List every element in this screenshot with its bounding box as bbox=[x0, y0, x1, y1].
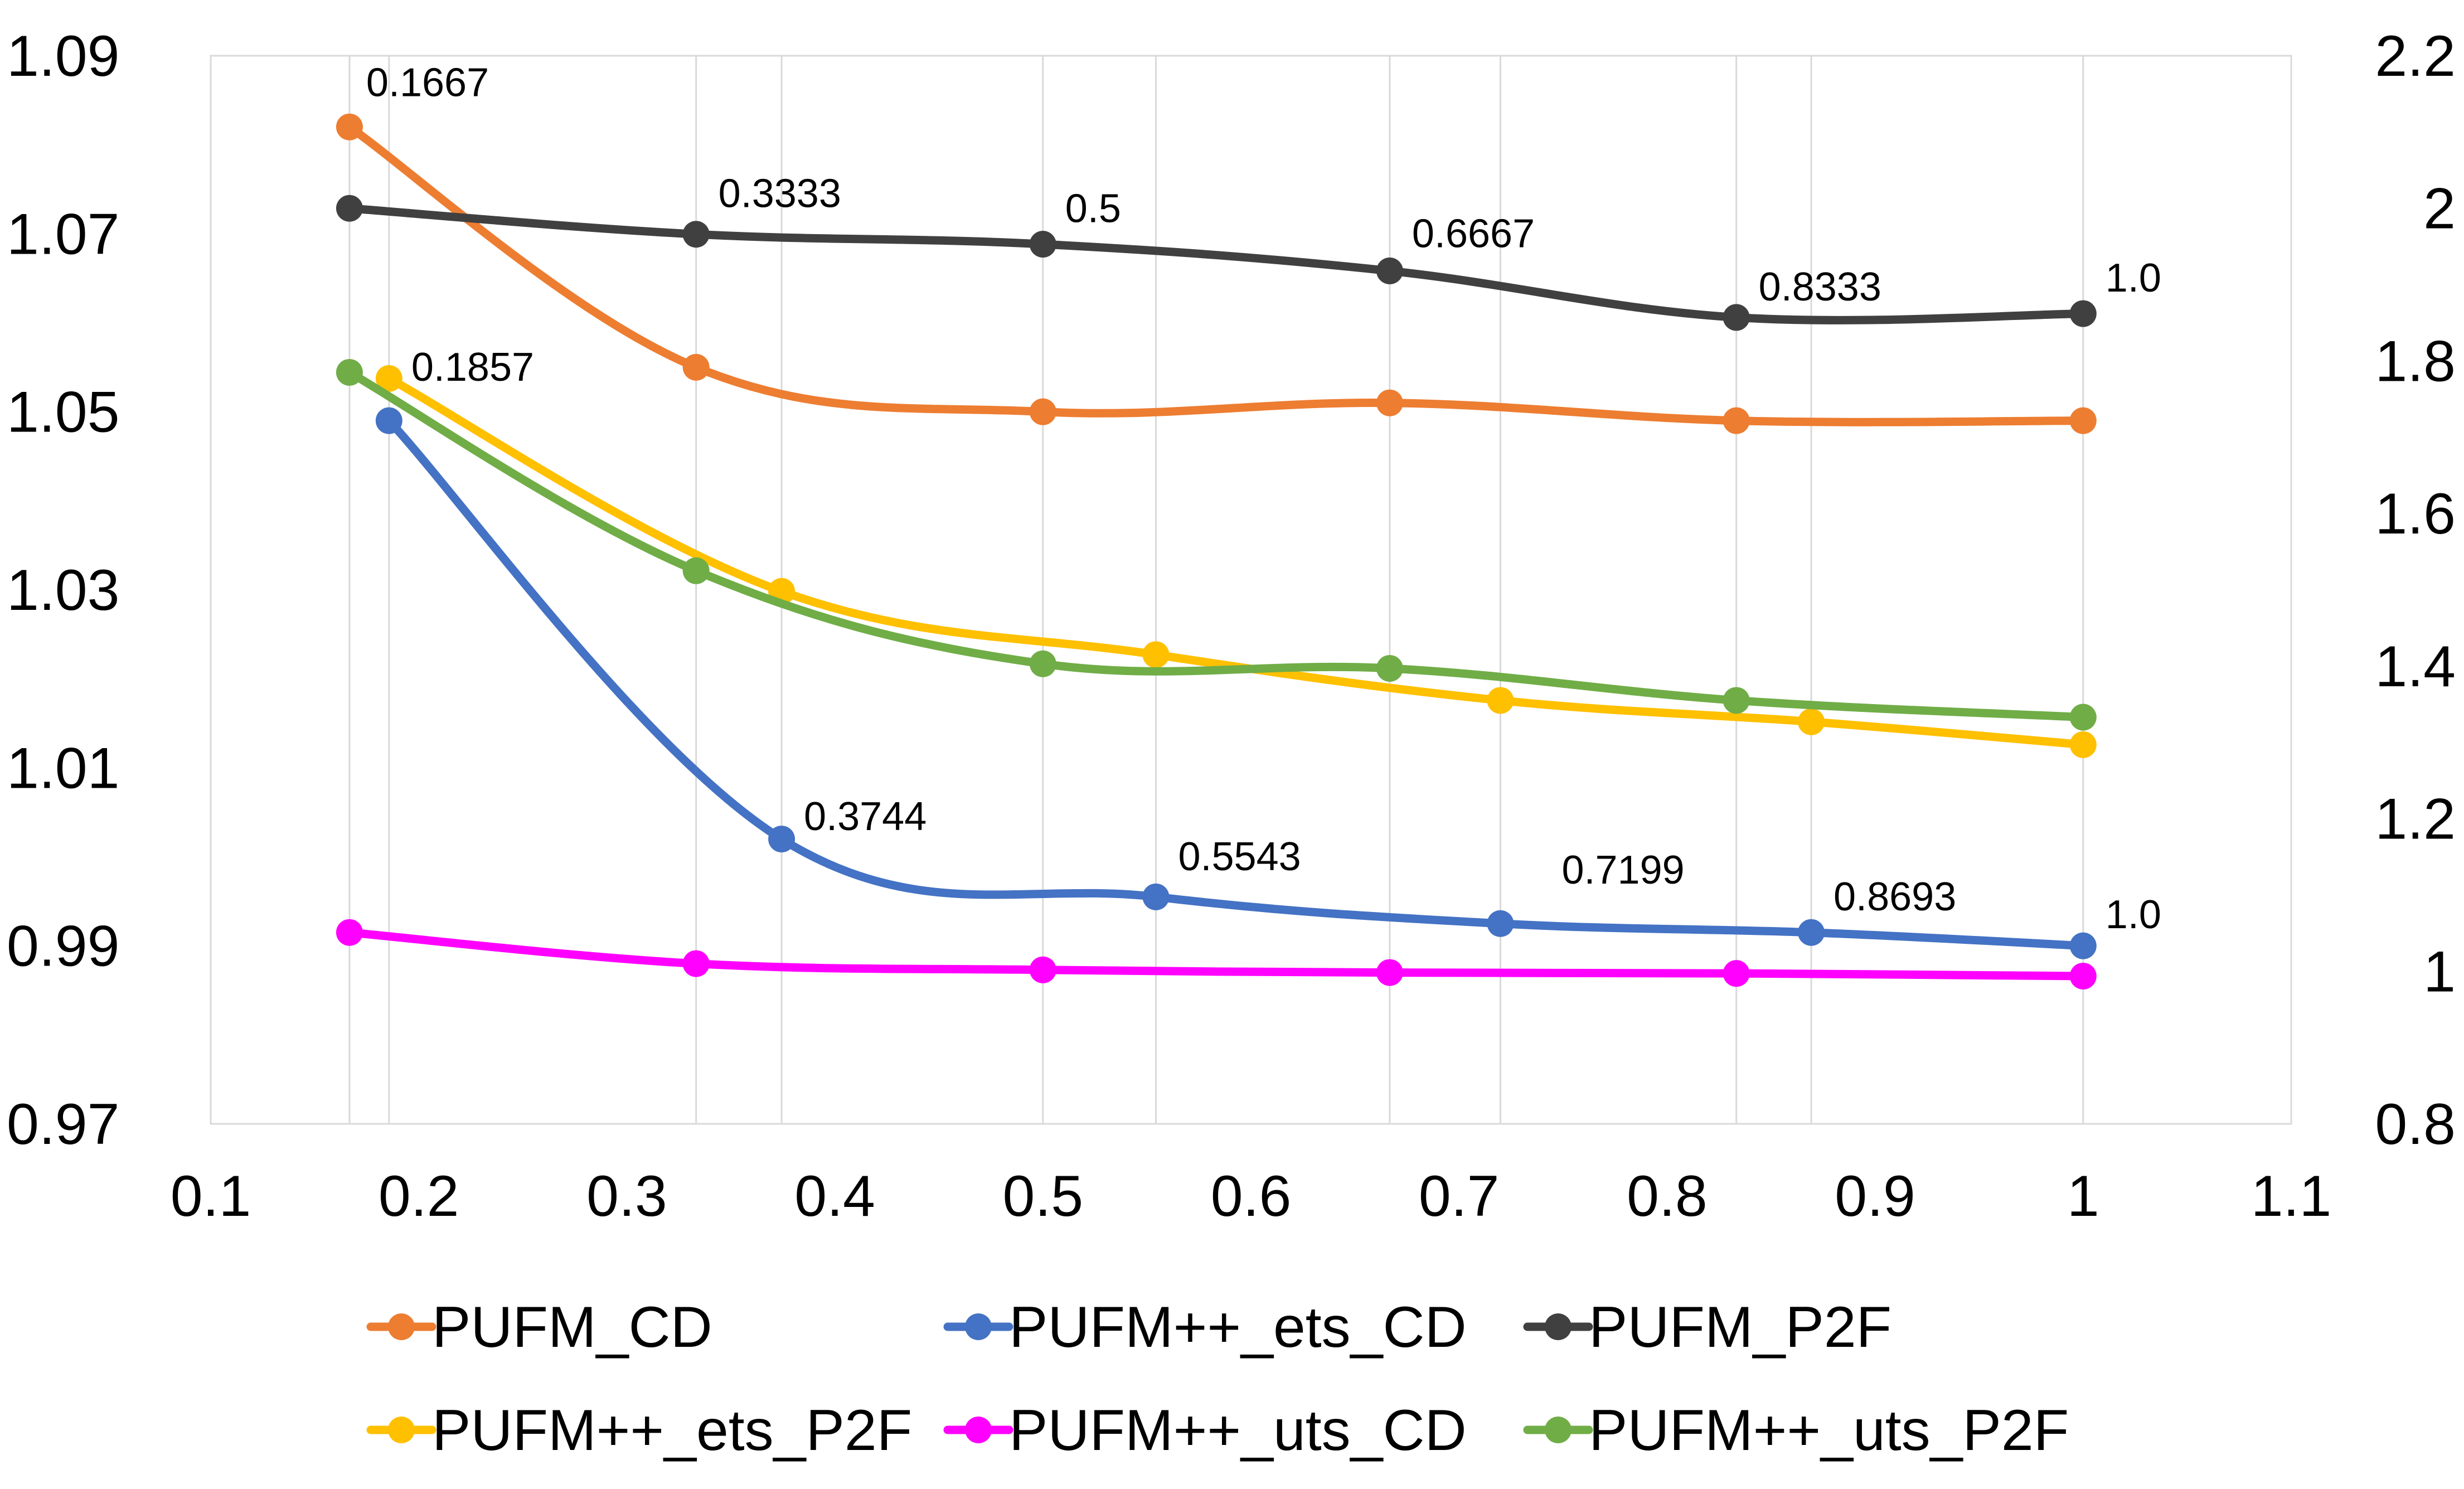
data-label: 0.1667 bbox=[366, 61, 489, 105]
series-line-pufm-cd bbox=[345, 123, 2088, 426]
data-point-pufmpp-ets-p2f bbox=[1798, 708, 1825, 735]
legend-marker-pufmpp-ets-cd bbox=[965, 1313, 992, 1340]
data-point-pufmpp-ets-cd bbox=[375, 407, 402, 434]
data-point-pufm-cd bbox=[1376, 389, 1403, 416]
legend-marker-pufmpp-ets-p2f bbox=[388, 1417, 415, 1443]
data-point-pufmpp-ets-p2f bbox=[1487, 687, 1514, 714]
data-point-pufm-p2f bbox=[2069, 300, 2097, 327]
legend-marker-pufmpp-uts-cd bbox=[965, 1417, 992, 1443]
data-label: 0.5 bbox=[1065, 187, 1121, 231]
legend-marker-pufm-cd bbox=[388, 1313, 415, 1340]
y-left-tick-label: 1.05 bbox=[7, 380, 119, 445]
y-right-tick-label: 1.8 bbox=[2375, 329, 2456, 394]
data-point-pufm-cd bbox=[336, 113, 363, 140]
data-label: 1.0 bbox=[2106, 893, 2161, 937]
x-tick-label: 1 bbox=[2067, 1164, 2099, 1229]
annotation-layer: 0.1667 0.3333 0.5 0.6667 0.8333 1.0 0.1857 0.37… bbox=[366, 61, 2161, 937]
legend-label-pufm-cd: PUFM_CD bbox=[432, 1295, 712, 1360]
data-label: 0.3333 bbox=[719, 171, 841, 216]
data-point-pufmpp-uts-cd bbox=[682, 950, 710, 977]
data-point-pufmpp-ets-cd bbox=[1487, 910, 1514, 937]
y-right-tick-label: 2.2 bbox=[2375, 24, 2456, 89]
data-point-pufmpp-ets-cd bbox=[768, 826, 796, 853]
data-point-pufmpp-uts-cd bbox=[1029, 956, 1056, 983]
x-tick-label: 0.2 bbox=[379, 1164, 459, 1229]
data-point-pufm-p2f bbox=[1723, 304, 1750, 331]
data-point-pufmpp-uts-p2f bbox=[1376, 654, 1403, 682]
grid-layer bbox=[210, 55, 2292, 1125]
data-point-pufm-p2f bbox=[682, 221, 710, 248]
data-label: 0.8693 bbox=[1834, 875, 1956, 919]
legend-label-pufmpp-uts-cd: PUFM++_uts_CD bbox=[1009, 1398, 1467, 1463]
data-point-pufmpp-ets-cd bbox=[1798, 919, 1825, 946]
series-layer bbox=[336, 113, 2097, 990]
x-tick-label: 0.1 bbox=[171, 1164, 251, 1229]
y-left-tick-label: 1.03 bbox=[7, 558, 119, 623]
data-point-pufm-cd bbox=[682, 353, 710, 381]
y-right-tick-label: 1.2 bbox=[2375, 787, 2456, 852]
series-line-pufmpp-uts-cd bbox=[345, 928, 2088, 981]
data-label: 0.1857 bbox=[411, 345, 534, 390]
data-point-pufm-cd bbox=[1029, 398, 1056, 425]
axis-layer: 0.1 0.2 0.3 0.4 0.5 0.6 0.7 0.8 0.9 1 1.1 0.97 0.99 1… bbox=[7, 24, 2456, 1229]
y-left-tick-label: 0.97 bbox=[7, 1092, 119, 1157]
data-point-pufm-p2f bbox=[1376, 257, 1403, 284]
data-point-pufmpp-uts-cd bbox=[1376, 959, 1403, 986]
legend-label-pufmpp-ets-p2f: PUFM++_ets_P2F bbox=[432, 1398, 912, 1463]
y-right-tick-label: 2 bbox=[2423, 177, 2456, 241]
y-right-tick-label: 1 bbox=[2423, 939, 2456, 1004]
data-point-pufmpp-ets-p2f bbox=[375, 365, 402, 392]
data-point-pufmpp-uts-p2f bbox=[1723, 687, 1750, 714]
data-point-pufmpp-uts-cd bbox=[1723, 960, 1750, 987]
x-tick-label: 0.6 bbox=[1211, 1164, 1292, 1229]
data-point-pufm-p2f bbox=[336, 195, 363, 222]
legend: PUFM_CD PUFM++_ets_CD PUFM_P2F PUFM++_ets_P… bbox=[366, 1295, 2069, 1463]
data-point-pufm-cd bbox=[1723, 407, 1750, 434]
data-point-pufm-p2f bbox=[1029, 231, 1056, 258]
data-label: 0.7199 bbox=[1561, 848, 1684, 893]
x-tick-label: 0.8 bbox=[1627, 1164, 1708, 1229]
data-point-pufmpp-ets-p2f bbox=[1142, 641, 1170, 668]
data-point-pufmpp-uts-cd bbox=[336, 919, 363, 946]
data-label: 1.0 bbox=[2106, 256, 2161, 300]
legend-label-pufmpp-ets-cd: PUFM++_ets_CD bbox=[1009, 1295, 1467, 1360]
x-tick-label: 0.7 bbox=[1419, 1164, 1500, 1229]
series-line-pufmpp-ets-p2f bbox=[385, 374, 2088, 749]
y-left-tick-label: 0.99 bbox=[7, 914, 119, 979]
data-point-pufmpp-ets-cd bbox=[1142, 883, 1170, 910]
y-right-tick-label: 1.6 bbox=[2375, 482, 2456, 546]
data-point-pufmpp-uts-p2f bbox=[1029, 650, 1056, 677]
x-tick-label: 0.9 bbox=[1835, 1164, 1915, 1229]
data-point-pufmpp-ets-cd bbox=[2069, 932, 2097, 959]
data-point-pufmpp-uts-p2f bbox=[682, 557, 710, 584]
y-right-tick-label: 1.4 bbox=[2375, 634, 2456, 699]
data-point-pufm-cd bbox=[2069, 407, 2097, 434]
legend-marker-pufm-p2f bbox=[1545, 1313, 1571, 1340]
legend-label-pufmpp-uts-p2f: PUFM++_uts_P2F bbox=[1589, 1398, 2069, 1463]
data-label: 0.5543 bbox=[1178, 835, 1301, 879]
y-right-tick-label: 0.8 bbox=[2375, 1092, 2456, 1157]
legend-label-pufm-p2f: PUFM_P2F bbox=[1589, 1295, 1891, 1360]
data-point-pufmpp-uts-cd bbox=[2069, 962, 2097, 990]
series-line-pufmpp-uts-p2f bbox=[345, 368, 2088, 722]
series-line-pufm-p2f bbox=[345, 204, 2088, 324]
y-left-tick-label: 1.07 bbox=[7, 202, 119, 266]
x-tick-label: 0.5 bbox=[1003, 1164, 1084, 1229]
legend-marker-pufmpp-uts-p2f bbox=[1545, 1417, 1571, 1443]
data-label: 0.3744 bbox=[804, 794, 927, 839]
data-label: 0.6667 bbox=[1412, 211, 1535, 256]
x-tick-label: 0.3 bbox=[586, 1164, 667, 1229]
x-tick-label: 0.4 bbox=[794, 1164, 875, 1229]
x-tick-label: 1.1 bbox=[2251, 1164, 2332, 1229]
data-label: 0.8333 bbox=[1759, 265, 1881, 309]
plot-area-border bbox=[210, 55, 2292, 1125]
data-point-pufmpp-uts-p2f bbox=[2069, 704, 2097, 731]
y-left-tick-label: 1.01 bbox=[7, 736, 119, 801]
y-left-tick-label: 1.09 bbox=[7, 24, 119, 89]
data-point-pufmpp-uts-p2f bbox=[336, 358, 363, 386]
data-point-pufmpp-ets-p2f bbox=[2069, 731, 2097, 758]
